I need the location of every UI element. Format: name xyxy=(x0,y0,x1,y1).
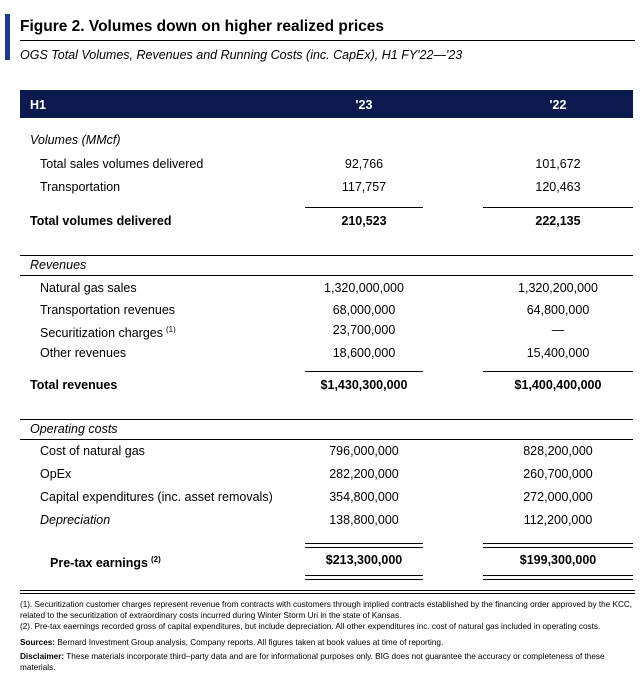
row-label-text: Transportation revenues xyxy=(40,303,176,317)
row-label: Other revenues xyxy=(40,345,126,361)
cell: 272,000,000 xyxy=(523,490,593,504)
column-rule xyxy=(305,207,423,208)
disclaimer-label: Disclaimer: xyxy=(20,652,65,661)
header-band xyxy=(20,90,633,118)
total-label: Total volumes delivered xyxy=(30,213,171,229)
footer-rule xyxy=(20,590,635,591)
column-rule xyxy=(483,543,633,544)
row-label: Capital expenditures (inc. asset removal… xyxy=(40,489,273,505)
cell: 92,766 xyxy=(344,157,384,171)
column-rule xyxy=(483,371,633,372)
row-label: Depreciation xyxy=(40,512,110,528)
section-rule xyxy=(20,419,633,420)
disclaimer: Disclaimer: These materials incorporate … xyxy=(20,651,635,673)
cell: 1,320,000,000 xyxy=(324,281,404,295)
title: Figure 2. Volumes down on higher realize… xyxy=(20,18,385,35)
disclaimer-text: These materials incorporate third–party … xyxy=(20,652,605,672)
cell: 64,800,000 xyxy=(526,303,590,317)
sources: Sources: Bernard Investment Group analys… xyxy=(20,637,635,648)
row-label-text: Total sales volumes delivered xyxy=(40,157,204,171)
row-label-text: Cost of natural gas xyxy=(40,444,145,458)
header-cell: H1 xyxy=(30,98,46,112)
total-cell: $1,400,400,000 xyxy=(514,378,602,392)
cell: 138,800,000 xyxy=(329,513,399,527)
row-label: Transportation revenues xyxy=(40,302,175,318)
section-rule xyxy=(20,275,633,276)
total-label: Pre-tax earnings (2) xyxy=(50,552,161,571)
row-label-text: Depreciation xyxy=(40,513,111,527)
cell: 112,200,000 xyxy=(523,513,593,527)
total-cell: $213,300,000 xyxy=(325,553,403,567)
column-rule xyxy=(483,579,633,580)
row-label: Securitization charges (1) xyxy=(40,322,176,341)
row-label-text: Natural gas sales xyxy=(40,281,137,295)
column-rule xyxy=(305,547,423,548)
section-rule xyxy=(20,255,633,256)
cell: 15,400,000 xyxy=(526,346,590,360)
sources-label: Sources: xyxy=(20,638,56,647)
cell: 796,000,000 xyxy=(329,444,399,458)
total-label: Total revenues xyxy=(30,377,117,393)
footnote: (1). Securitization customer charges rep… xyxy=(20,600,633,620)
note-ref: (1) xyxy=(165,325,176,334)
cell: 828,200,000 xyxy=(523,444,593,458)
row-label-text: Transportation xyxy=(40,180,121,194)
row-label-text: Securitization charges xyxy=(40,326,163,340)
row-label: Transportation xyxy=(40,179,120,195)
accent-bar xyxy=(5,14,10,60)
footer-rule xyxy=(20,593,635,594)
sources-text: Bernard Investment Group analysis, Compa… xyxy=(57,638,444,647)
cell: 282,200,000 xyxy=(329,467,399,481)
cell: 1,320,200,000 xyxy=(518,281,598,295)
footnote: (2). Pre-tax eaernings recorded gross of… xyxy=(20,622,601,631)
header-cell: '23 xyxy=(355,98,373,112)
cell: 23,700,000 xyxy=(332,323,396,337)
cell: 101,672 xyxy=(535,157,581,171)
row-label: Total sales volumes delivered xyxy=(40,156,203,172)
cell: 120,463 xyxy=(535,180,581,194)
total-cell: 210,523 xyxy=(341,214,387,228)
column-rule xyxy=(305,575,423,576)
cell: 117,757 xyxy=(341,180,387,194)
total-cell: 222,135 xyxy=(535,214,581,228)
row-label-text: OpEx xyxy=(40,467,72,481)
total-label-text: Pre-tax earnings xyxy=(50,556,148,570)
row-label: Cost of natural gas xyxy=(40,443,145,459)
total-label-text: Total revenues xyxy=(30,378,118,392)
cell: 18,600,000 xyxy=(332,346,396,360)
row-label-text: Other revenues xyxy=(40,346,127,360)
row-label-text: Capital expenditures (inc. asset removal… xyxy=(40,490,273,504)
column-rule xyxy=(305,371,423,372)
column-rule xyxy=(483,547,633,548)
note-ref: (2) xyxy=(150,555,161,564)
cell: 260,700,000 xyxy=(523,467,593,481)
row-label: OpEx xyxy=(40,466,71,482)
section-rule xyxy=(20,439,633,440)
section-heading: Revenues xyxy=(30,258,87,272)
cell: 68,000,000 xyxy=(332,303,396,317)
row-label: Natural gas sales xyxy=(40,280,137,296)
cell: — xyxy=(551,323,565,337)
column-rule xyxy=(305,543,423,544)
total-cell: $199,300,000 xyxy=(519,553,597,567)
header-cell: '22 xyxy=(549,98,567,112)
total-label-text: Total volumes delivered xyxy=(30,214,172,228)
column-rule xyxy=(305,579,423,580)
column-rule xyxy=(483,207,633,208)
column-rule xyxy=(483,575,633,576)
cell: 354,800,000 xyxy=(329,490,399,504)
total-cell: $1,430,300,000 xyxy=(320,378,408,392)
section-heading: Operating costs xyxy=(30,422,118,436)
title-rule xyxy=(20,40,635,41)
section-heading: Volumes (MMcf) xyxy=(30,133,121,147)
subtitle: OGS Total Volumes, Revenues and Running … xyxy=(20,48,463,62)
